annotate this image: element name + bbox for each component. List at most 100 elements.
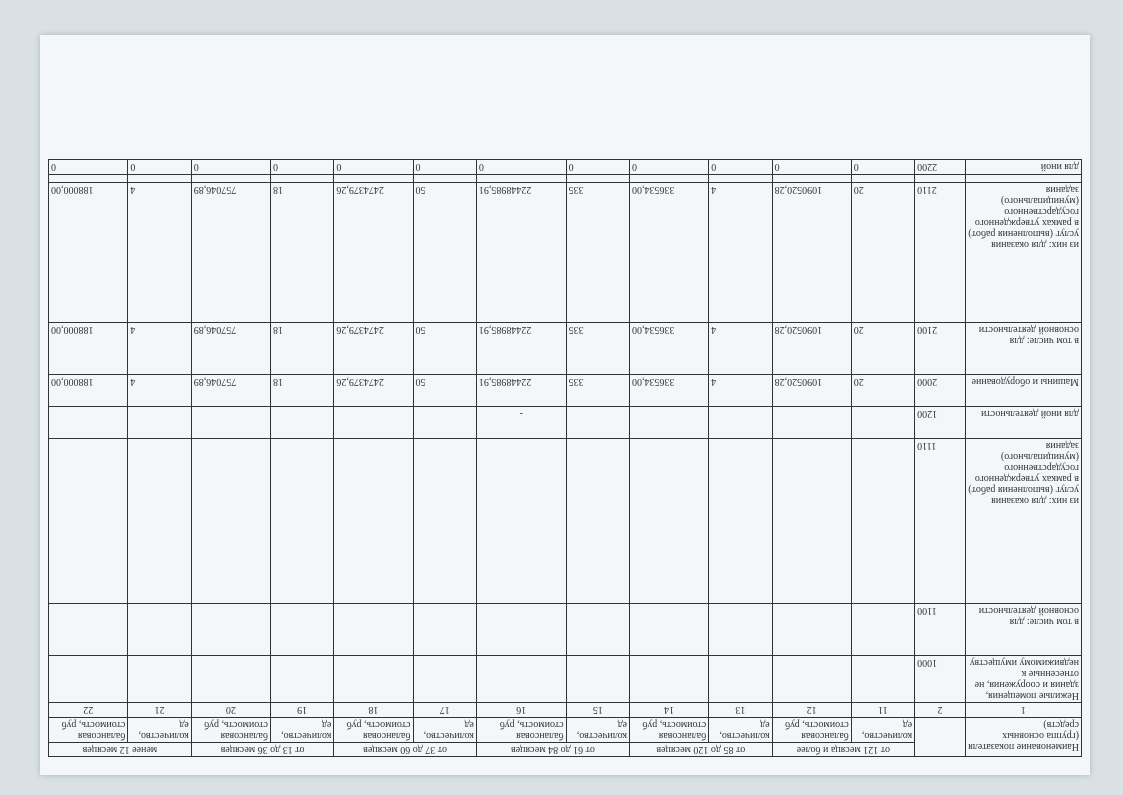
hdr-qty: количество, ед [566,718,629,743]
c22: 188000,00 [49,375,128,407]
c17: 50 [413,323,476,375]
c19: 18 [270,375,333,407]
coln: 13 [709,703,772,718]
coln: 14 [630,703,709,718]
code: 1100 [915,604,966,656]
hdr-p2: от 13 до 36 месяцев [191,743,334,757]
hdr-p4: от 61 до 84 месяцев [476,743,629,757]
label: в том числе: для основной деятельности [965,604,1081,656]
c20: 0 [191,160,270,175]
c18: 2474379,26 [334,183,413,323]
coln: 21 [128,703,191,718]
code: 2110 [915,183,966,323]
c13: 4 [709,183,772,323]
c21: 4 [128,375,191,407]
coln: 16 [476,703,566,718]
label: из них: для оказания услуг (выполнения р… [965,439,1081,604]
scanned-page: Наименование показателя (группа основных… [40,35,1090,775]
label: Нежилые помещения, здания и сооружения, … [965,656,1081,703]
coln: 2 [915,703,966,718]
hdr-indicator: Наименование показателя (группа основных… [965,718,1081,757]
row-1110: из них: для оказания услуг (выполнения р… [49,439,1082,604]
row-1200: для иной деятельности 1200 - [49,407,1082,439]
coln: 17 [413,703,476,718]
c16: 22448985,91 [476,375,566,407]
label: для иной деятельности [965,407,1081,439]
coln: 20 [191,703,270,718]
coln: 18 [334,703,413,718]
c21: 4 [128,323,191,375]
c20: 757046,89 [191,323,270,375]
c18: 2474379,26 [334,323,413,375]
c13: 0 [709,160,772,175]
code: 1200 [915,407,966,439]
hdr-bal: балансовая стоимость, руб [476,718,566,743]
hdr-qty: количество, ед [851,718,914,743]
row-1100: в том числе: для основной деятельности 1… [49,604,1082,656]
c12: 1090520,28 [772,375,851,407]
coln: 1 [965,703,1081,718]
c15: 335 [566,323,629,375]
c15: 0 [566,160,629,175]
c13: 4 [709,323,772,375]
row-spacer [49,175,1082,183]
c20: 757046,89 [191,375,270,407]
c19: 18 [270,323,333,375]
c11: 20 [851,183,914,323]
c14: 336534,00 [630,375,709,407]
header-row-1: Наименование показателя (группа основных… [49,743,1082,757]
coln: 12 [772,703,851,718]
c16: 22448985,91 [476,323,566,375]
label: Машины и оборудование [965,375,1081,407]
hdr-bal: балансовая стоимость, руб [49,718,128,743]
hdr-qty: количество, ед [709,718,772,743]
c22: 188000,00 [49,323,128,375]
c11: 20 [851,375,914,407]
label: из них: для оказания услуг (выполнения р… [965,183,1081,323]
code: 1110 [915,439,966,604]
hdr-qty: количество, ед [128,718,191,743]
c12: 1090520,28 [772,183,851,323]
c15: 335 [566,183,629,323]
hdr-bal: балансовая стоимость, руб [334,718,413,743]
row-2100: в том числе: для основной деятельности 2… [49,323,1082,375]
colnum-row: 1 2 11 12 13 14 15 16 17 18 19 20 21 22 [49,703,1082,718]
coln: 22 [49,703,128,718]
hdr-bal: балансовая стоимость, руб [772,718,851,743]
c18: 2474379,26 [334,375,413,407]
c16: 22448985,91 [476,183,566,323]
asset-lifetime-table: Наименование показателя (группа основных… [48,159,1082,757]
row-2200: для иной 2200 0 0 0 0 0 0 0 0 0 0 0 0 [49,160,1082,175]
code: 2100 [915,323,966,375]
c22: 188000,00 [49,183,128,323]
hdr-code [915,718,966,757]
code: 2200 [915,160,966,175]
coln: 15 [566,703,629,718]
c20: 757046,89 [191,183,270,323]
c14: 0 [630,160,709,175]
c18: 0 [334,160,413,175]
c16: 0 [476,160,566,175]
row-1000: Нежилые помещения, здания и сооружения, … [49,656,1082,703]
c15: 335 [566,375,629,407]
c13: 4 [709,375,772,407]
hdr-p1: менее 12 месяцев [49,743,192,757]
c21: 4 [128,183,191,323]
hdr-p5: от 85 до 120 месяцев [630,743,773,757]
label: в том числе: для основной деятельности [965,323,1081,375]
hdr-qty: количество, ед [270,718,333,743]
c17: 0 [413,160,476,175]
hdr-p6: от 121 месяца и более [772,743,915,757]
code: 2000 [915,375,966,407]
hdr-bal: балансовая стоимость, руб [630,718,709,743]
hdr-p3: от 37 до 60 месяцев [334,743,477,757]
c12: 1090520,28 [772,323,851,375]
row-2110: из них: для оказания услуг (выполнения р… [49,183,1082,323]
c21: 0 [128,160,191,175]
c12: 0 [772,160,851,175]
c14: 336534,00 [630,323,709,375]
c11: 20 [851,323,914,375]
c19: 18 [270,183,333,323]
c11: 0 [851,160,914,175]
c22: 0 [49,160,128,175]
